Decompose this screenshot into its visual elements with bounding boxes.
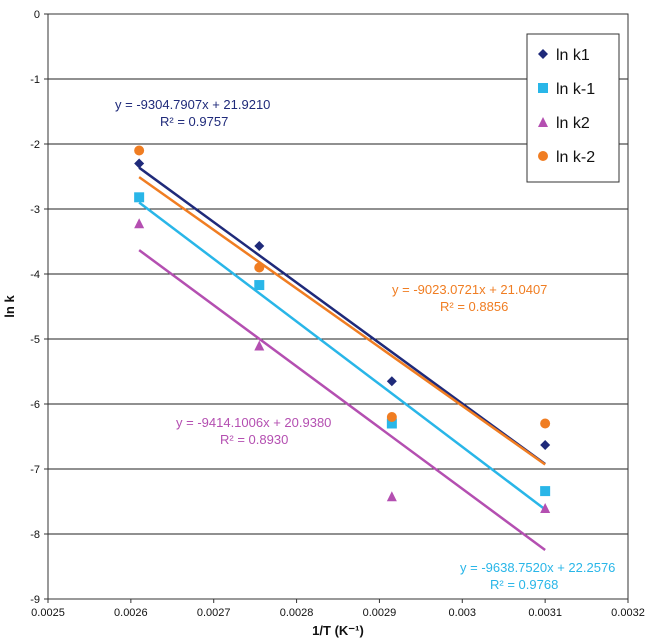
trendline-equation: y = -9638.7520x + 22.2576 bbox=[460, 560, 615, 575]
y-tick-label: -5 bbox=[30, 334, 40, 346]
data-point bbox=[134, 145, 145, 156]
data-point bbox=[540, 418, 551, 429]
data-point bbox=[540, 439, 551, 450]
y-tick-label: -1 bbox=[30, 74, 40, 86]
legend-label: ln k-1 bbox=[556, 81, 595, 98]
data-point bbox=[254, 262, 265, 273]
trendlines bbox=[138, 166, 546, 551]
plot-area bbox=[47, 13, 629, 600]
legend-label: ln k-2 bbox=[556, 149, 595, 166]
data-point bbox=[134, 218, 145, 229]
data-point bbox=[134, 158, 145, 169]
y-tick-label: -3 bbox=[30, 204, 40, 216]
data-point bbox=[254, 340, 265, 351]
trendline bbox=[138, 201, 546, 511]
data-point bbox=[540, 486, 551, 497]
x-axis-ticks: 0.0025 0.0026 0.0027 0.0028 0.0029 0.003 0.003… bbox=[31, 599, 645, 619]
trendline bbox=[138, 176, 546, 466]
y-axis-ticks: 0 -1 -2 -3 -4 -5 -6 -7 -8 -9 bbox=[30, 9, 48, 606]
x-tick-label: 0.0025 bbox=[31, 607, 65, 619]
legend-label: ln k1 bbox=[556, 47, 590, 64]
r-squared-label: R² = 0.9768 bbox=[490, 577, 558, 592]
y-tick-label: -8 bbox=[30, 529, 40, 541]
y-tick-label: -6 bbox=[30, 399, 40, 411]
x-tick-label: 0.0031 bbox=[528, 607, 562, 619]
legend-label: ln k2 bbox=[556, 115, 590, 132]
x-axis-title: 1/T (K⁻¹) bbox=[312, 623, 364, 638]
legend-marker bbox=[538, 49, 548, 59]
x-tick-label: 0.003 bbox=[449, 607, 477, 619]
data-point bbox=[386, 412, 397, 422]
data-points bbox=[134, 145, 551, 513]
data-point bbox=[386, 418, 397, 429]
y-tick-label: -9 bbox=[30, 594, 40, 606]
x-tick-label: 0.0029 bbox=[363, 607, 397, 619]
legend-marker bbox=[538, 117, 548, 127]
r-squared-label: R² = 0.9757 bbox=[160, 114, 228, 129]
legend: ln k1 ln k-1 ln k2 ln k-2 bbox=[526, 33, 620, 183]
data-point bbox=[254, 241, 265, 252]
gridlines bbox=[48, 78, 628, 535]
x-tick-label: 0.0028 bbox=[280, 607, 314, 619]
r-squared-label: R² = 0.8930 bbox=[220, 432, 288, 447]
y-axis-title: ln k bbox=[2, 295, 17, 318]
y-tick-label: -7 bbox=[30, 464, 40, 476]
y-tick-label: -2 bbox=[30, 139, 40, 151]
trendline-equation: y = -9023.0721x + 21.0407 bbox=[392, 282, 547, 297]
trendline bbox=[138, 249, 546, 551]
data-point bbox=[386, 376, 397, 387]
legend-marker bbox=[538, 151, 548, 161]
trendline-equation: y = -9414.1006x + 20.9380 bbox=[176, 415, 331, 430]
legend-marker bbox=[538, 83, 548, 93]
data-point bbox=[134, 192, 145, 203]
y-tick-label: 0 bbox=[34, 9, 40, 21]
data-point bbox=[386, 491, 397, 502]
trendline bbox=[138, 166, 546, 466]
x-tick-label: 0.0027 bbox=[197, 607, 231, 619]
y-tick-label: -4 bbox=[30, 269, 40, 281]
data-point bbox=[254, 280, 265, 291]
trendline-equation: y = -9304.7907x + 21.9210 bbox=[115, 97, 270, 112]
trendline-equations: y = -9304.7907x + 21.9210 R² = 0.9757 y = … bbox=[115, 97, 615, 592]
x-tick-label: 0.0026 bbox=[114, 607, 148, 619]
data-point bbox=[540, 503, 551, 513]
r-squared-label: R² = 0.8856 bbox=[440, 299, 508, 314]
x-tick-label: 0.0032 bbox=[611, 607, 645, 619]
